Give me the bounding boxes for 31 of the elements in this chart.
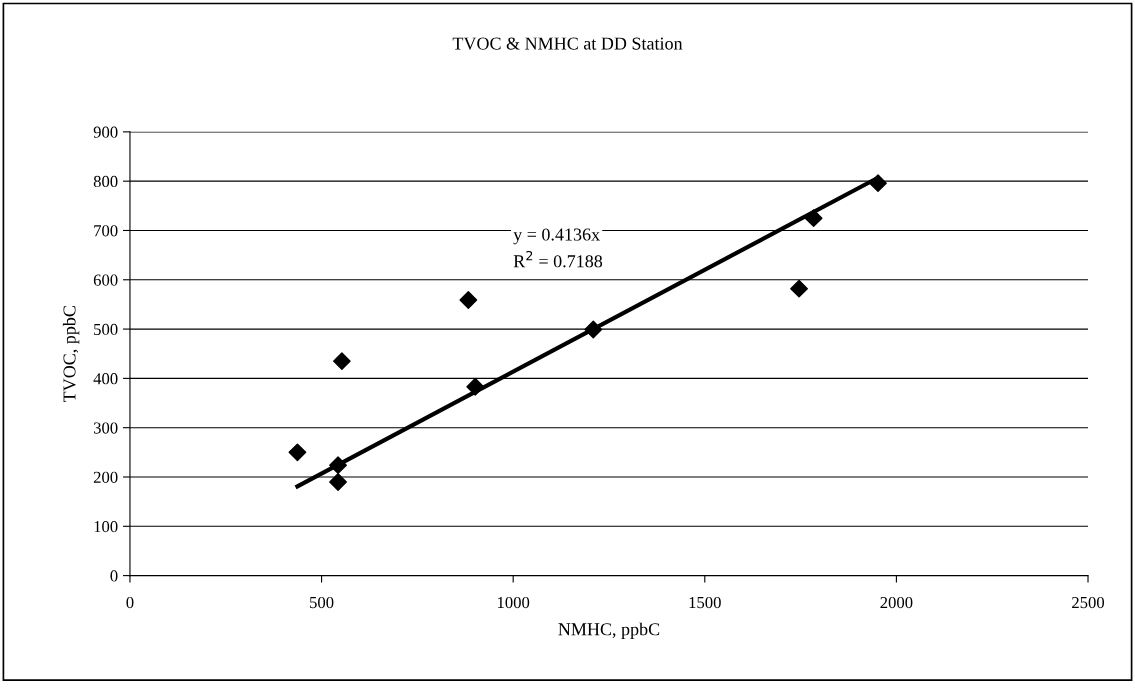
y-tick-label: 500 bbox=[94, 323, 118, 336]
point bbox=[288, 443, 307, 462]
point bbox=[329, 473, 347, 491]
point bbox=[804, 209, 823, 228]
y-tick-label: 100 bbox=[94, 521, 118, 533]
y-axis-title: TVOC, ppbC bbox=[62, 306, 80, 403]
y-tick-label: 400 bbox=[93, 373, 118, 385]
y-tick-label: 300 bbox=[93, 422, 118, 434]
point bbox=[790, 279, 808, 298]
annotation: y = 0.4136x bbox=[513, 228, 600, 245]
annotation: R$^{2}$ = 0.7188 bbox=[513, 250, 603, 268]
point bbox=[459, 291, 478, 309]
x-tick-label: 2000 bbox=[880, 596, 913, 609]
x-tick-label: 500 bbox=[310, 596, 334, 609]
y-tick-label: 200 bbox=[93, 471, 118, 483]
x-tick-label: 2500 bbox=[1072, 596, 1105, 609]
chart-title: TVOC & NMHC at DD Station bbox=[452, 37, 683, 50]
y-tick-label: 600 bbox=[93, 274, 118, 286]
y-tick-label: 800 bbox=[93, 175, 118, 188]
point bbox=[329, 456, 347, 475]
y-tick-label: 0 bbox=[110, 570, 118, 582]
point bbox=[869, 174, 887, 193]
point bbox=[584, 320, 603, 339]
y-tick-label: 700 bbox=[94, 225, 118, 237]
point bbox=[332, 352, 351, 371]
x-tick-label: 0 bbox=[126, 596, 134, 609]
x-tick-label: 1500 bbox=[689, 596, 721, 609]
x-tick-label: 1000 bbox=[497, 596, 530, 609]
x-axis-title: NMHC, ppbC bbox=[558, 622, 660, 640]
y-tick-label: 900 bbox=[93, 126, 118, 138]
point bbox=[466, 377, 485, 396]
